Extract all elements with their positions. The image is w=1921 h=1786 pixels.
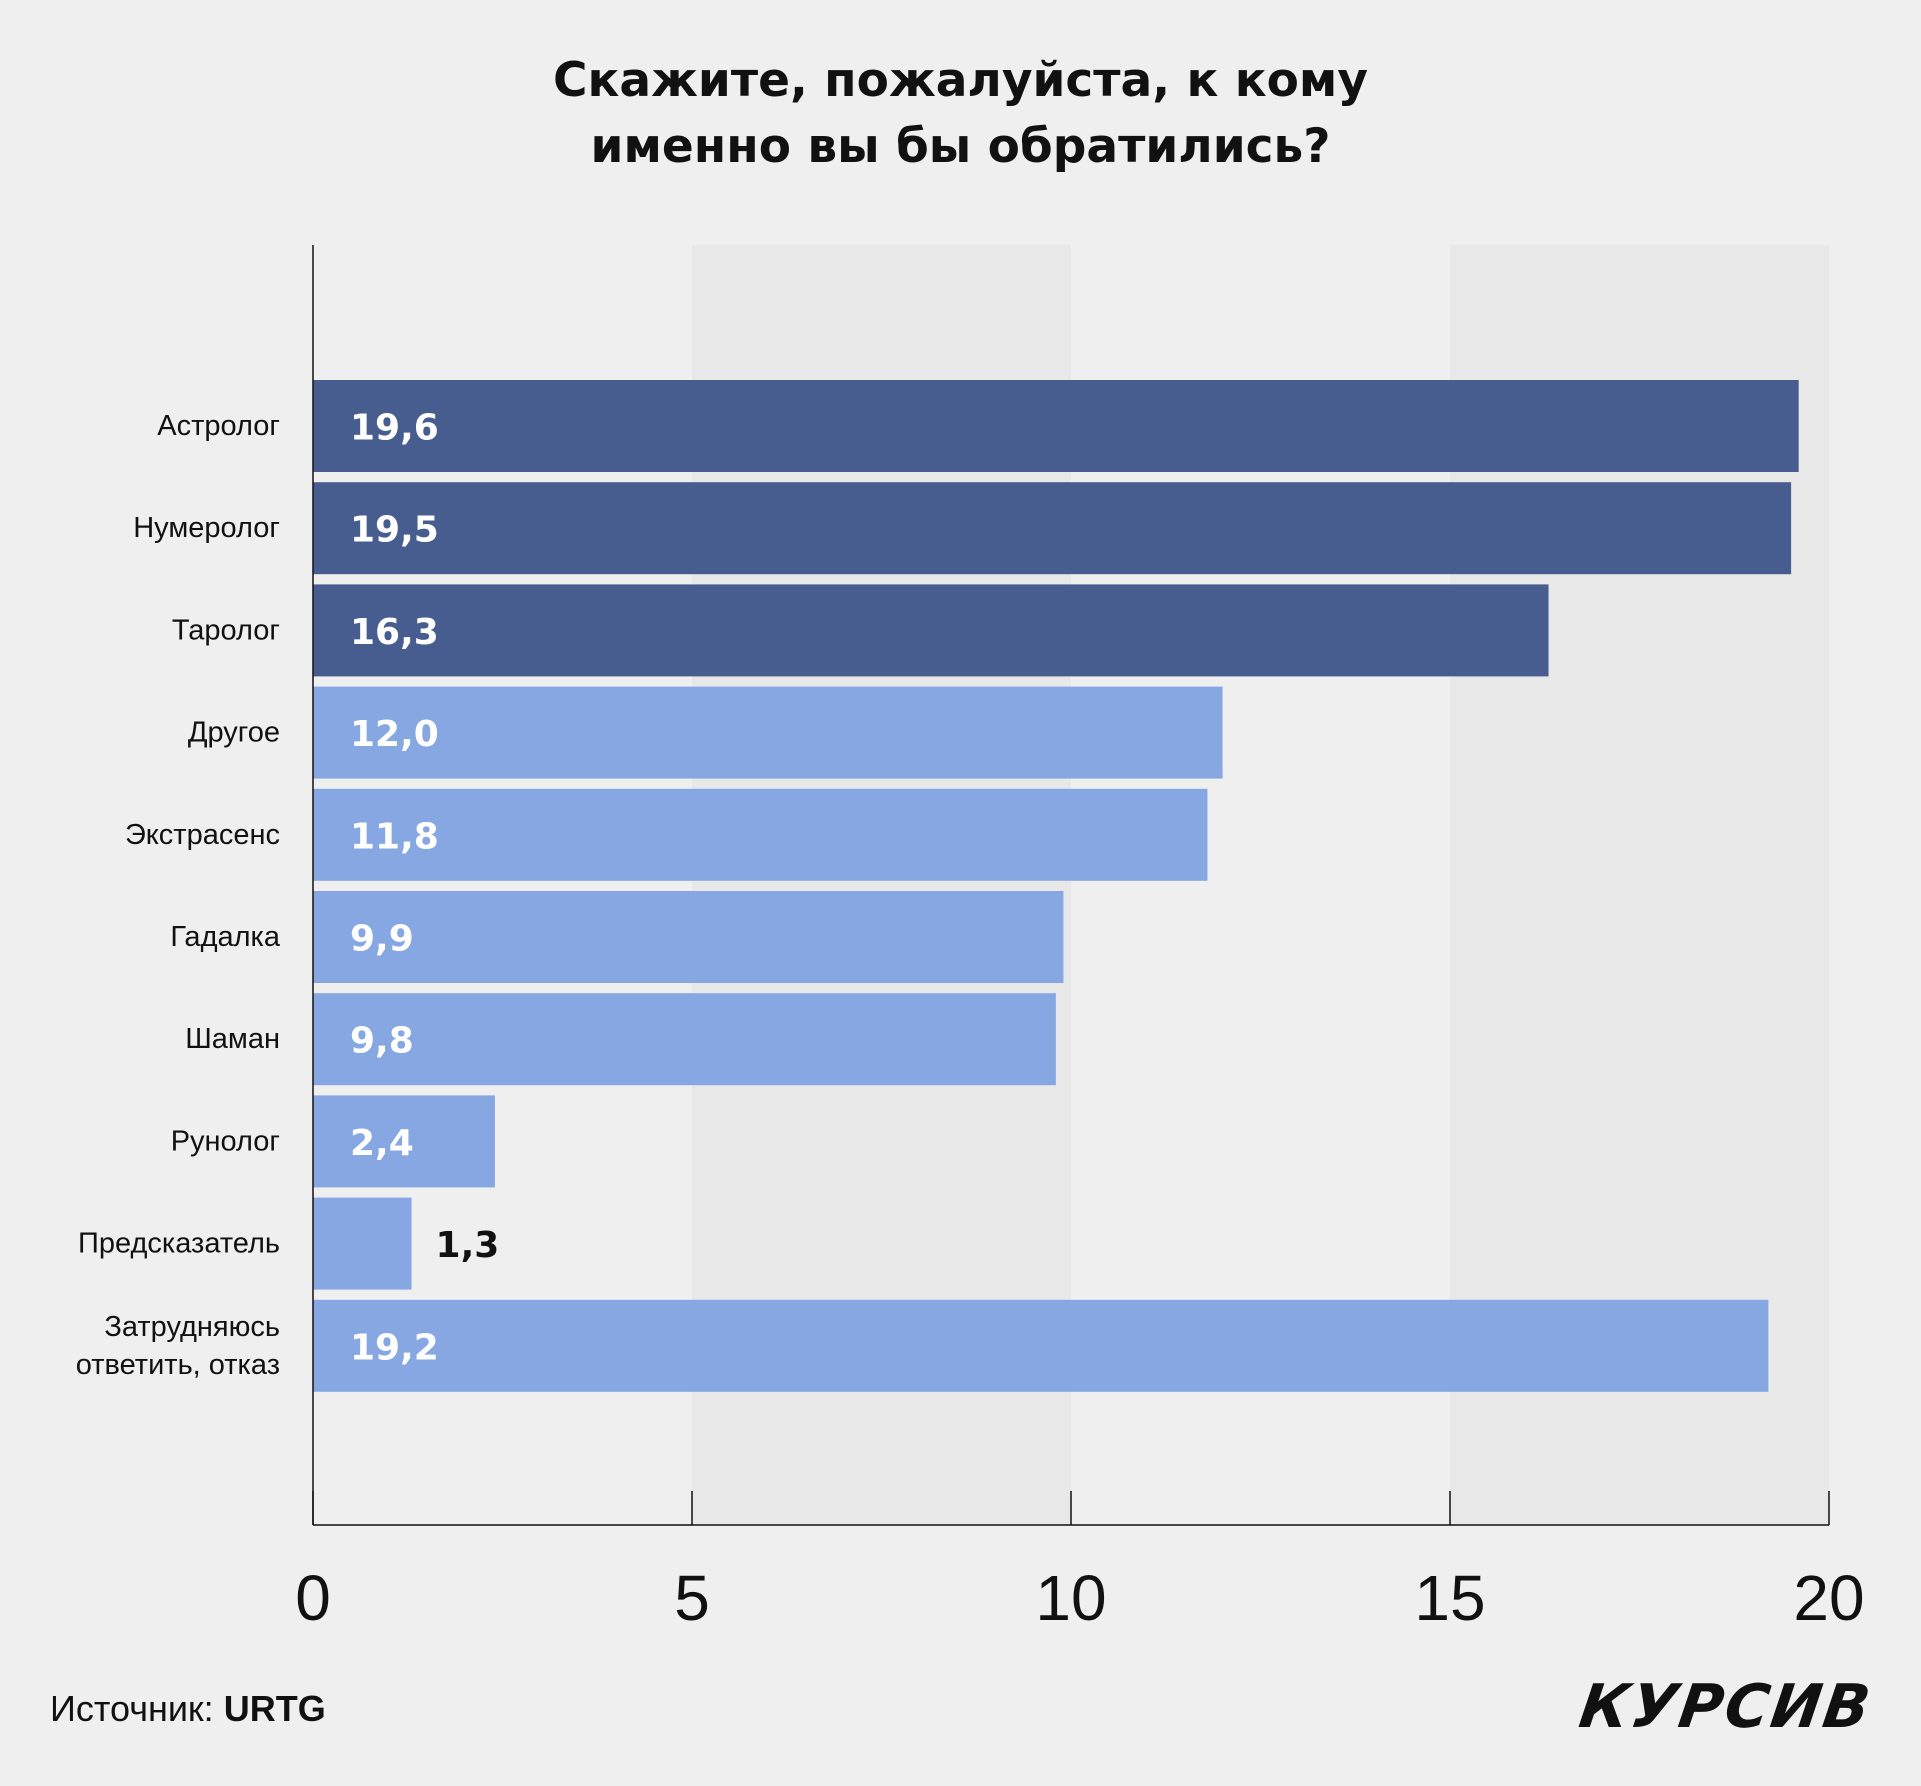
category-label-0: Астролог (157, 410, 280, 442)
value-label-7: 2,4 (350, 1123, 414, 1164)
value-label-1: 19,5 (350, 510, 439, 551)
category-label-2: Таролог (172, 614, 280, 646)
category-label-9-1: ответить, отказ (76, 1349, 280, 1381)
category-label-9-0: Затрудняюсь (104, 1311, 280, 1343)
value-label-8: 1,3 (436, 1225, 500, 1266)
value-label-2: 16,3 (350, 612, 439, 653)
value-label-0: 19,6 (350, 408, 439, 449)
x-tick-label-5: 5 (674, 1562, 710, 1634)
bar-9 (313, 1299, 1769, 1392)
value-label-4: 11,8 (350, 816, 439, 857)
category-label-6: Шаман (185, 1023, 280, 1055)
chart-title: Скажите, пожалуйста, к кому именно вы бы… (0, 48, 1921, 180)
bar-5 (313, 891, 1064, 983)
category-label-8: Предсказатель (78, 1228, 280, 1260)
bar-2 (313, 584, 1549, 677)
source-note: Источник: URTG (50, 1688, 326, 1730)
x-tick-label-15: 15 (1414, 1562, 1485, 1634)
bar-8 (313, 1197, 412, 1290)
category-label-3: Другое (188, 717, 280, 749)
source-name: URTG (223, 1688, 326, 1729)
bar-3 (313, 686, 1223, 779)
category-label-5: Гадалка (170, 921, 280, 953)
x-tick-label-20: 20 (1793, 1562, 1864, 1634)
bar-1 (313, 482, 1792, 575)
value-label-9: 19,2 (350, 1327, 439, 1368)
category-label-1: Нумеролог (133, 512, 280, 544)
title-line-2: именно вы бы обратились? (590, 119, 1331, 174)
category-label-4: Экстрасенс (125, 819, 280, 851)
bar-0 (313, 380, 1799, 472)
x-tick-label-0: 0 (295, 1562, 331, 1634)
bar-4 (313, 788, 1208, 881)
source-prefix: Источник: (50, 1688, 224, 1729)
category-label-7: Рунолог (171, 1125, 280, 1157)
bar-7 (313, 1095, 495, 1188)
value-label-3: 12,0 (350, 714, 439, 755)
value-label-6: 9,8 (350, 1021, 414, 1062)
value-label-5: 9,9 (350, 919, 414, 960)
title-line-1: Скажите, пожалуйста, к кому (553, 53, 1368, 108)
x-tick-label-10: 10 (1035, 1562, 1106, 1634)
bar-6 (313, 993, 1056, 1086)
kursiv-logo: КУРСИВ (1574, 1672, 1876, 1742)
